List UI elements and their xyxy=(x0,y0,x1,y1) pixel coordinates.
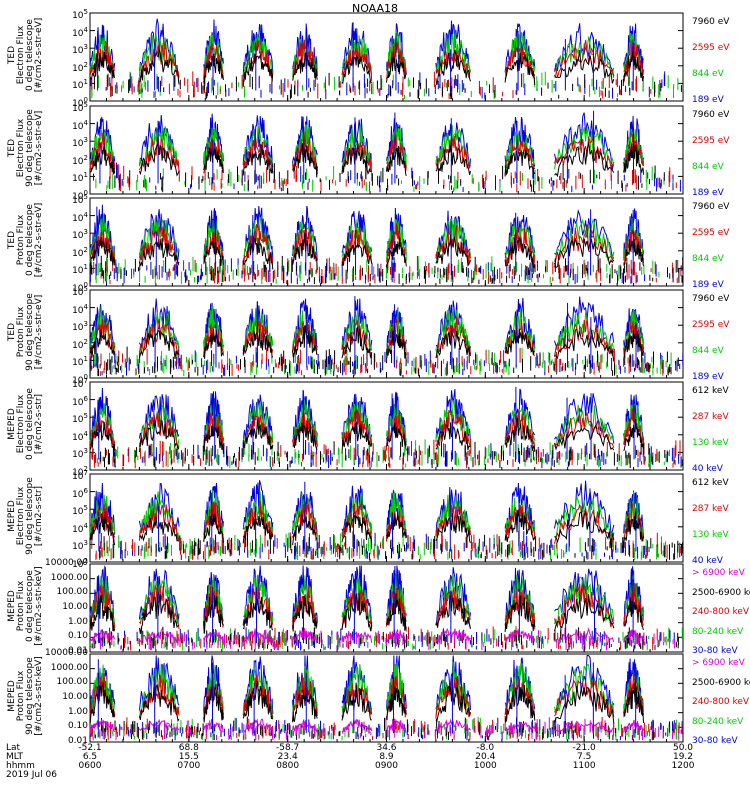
series-noise xyxy=(91,438,681,469)
series-noise xyxy=(91,626,679,651)
series-trace xyxy=(89,592,644,634)
series-trace xyxy=(89,417,644,454)
series-noise xyxy=(91,71,661,100)
series-noise xyxy=(91,530,681,560)
series-trace xyxy=(89,232,644,271)
series-noise xyxy=(99,530,683,561)
series-noise xyxy=(94,716,674,741)
series-noise xyxy=(95,256,660,285)
series-noise xyxy=(93,70,682,100)
series-noise xyxy=(95,166,674,193)
series-trace xyxy=(89,680,644,725)
series-noise xyxy=(109,164,677,193)
chart-title: NOAA18 xyxy=(351,2,399,15)
series-noise xyxy=(100,440,682,468)
series-noise xyxy=(92,627,676,651)
series-noise xyxy=(89,717,683,741)
series-noise xyxy=(90,255,684,285)
series-trace xyxy=(89,140,644,178)
series-trace xyxy=(89,325,644,364)
series-noise xyxy=(109,163,665,193)
series-noise xyxy=(90,717,682,741)
